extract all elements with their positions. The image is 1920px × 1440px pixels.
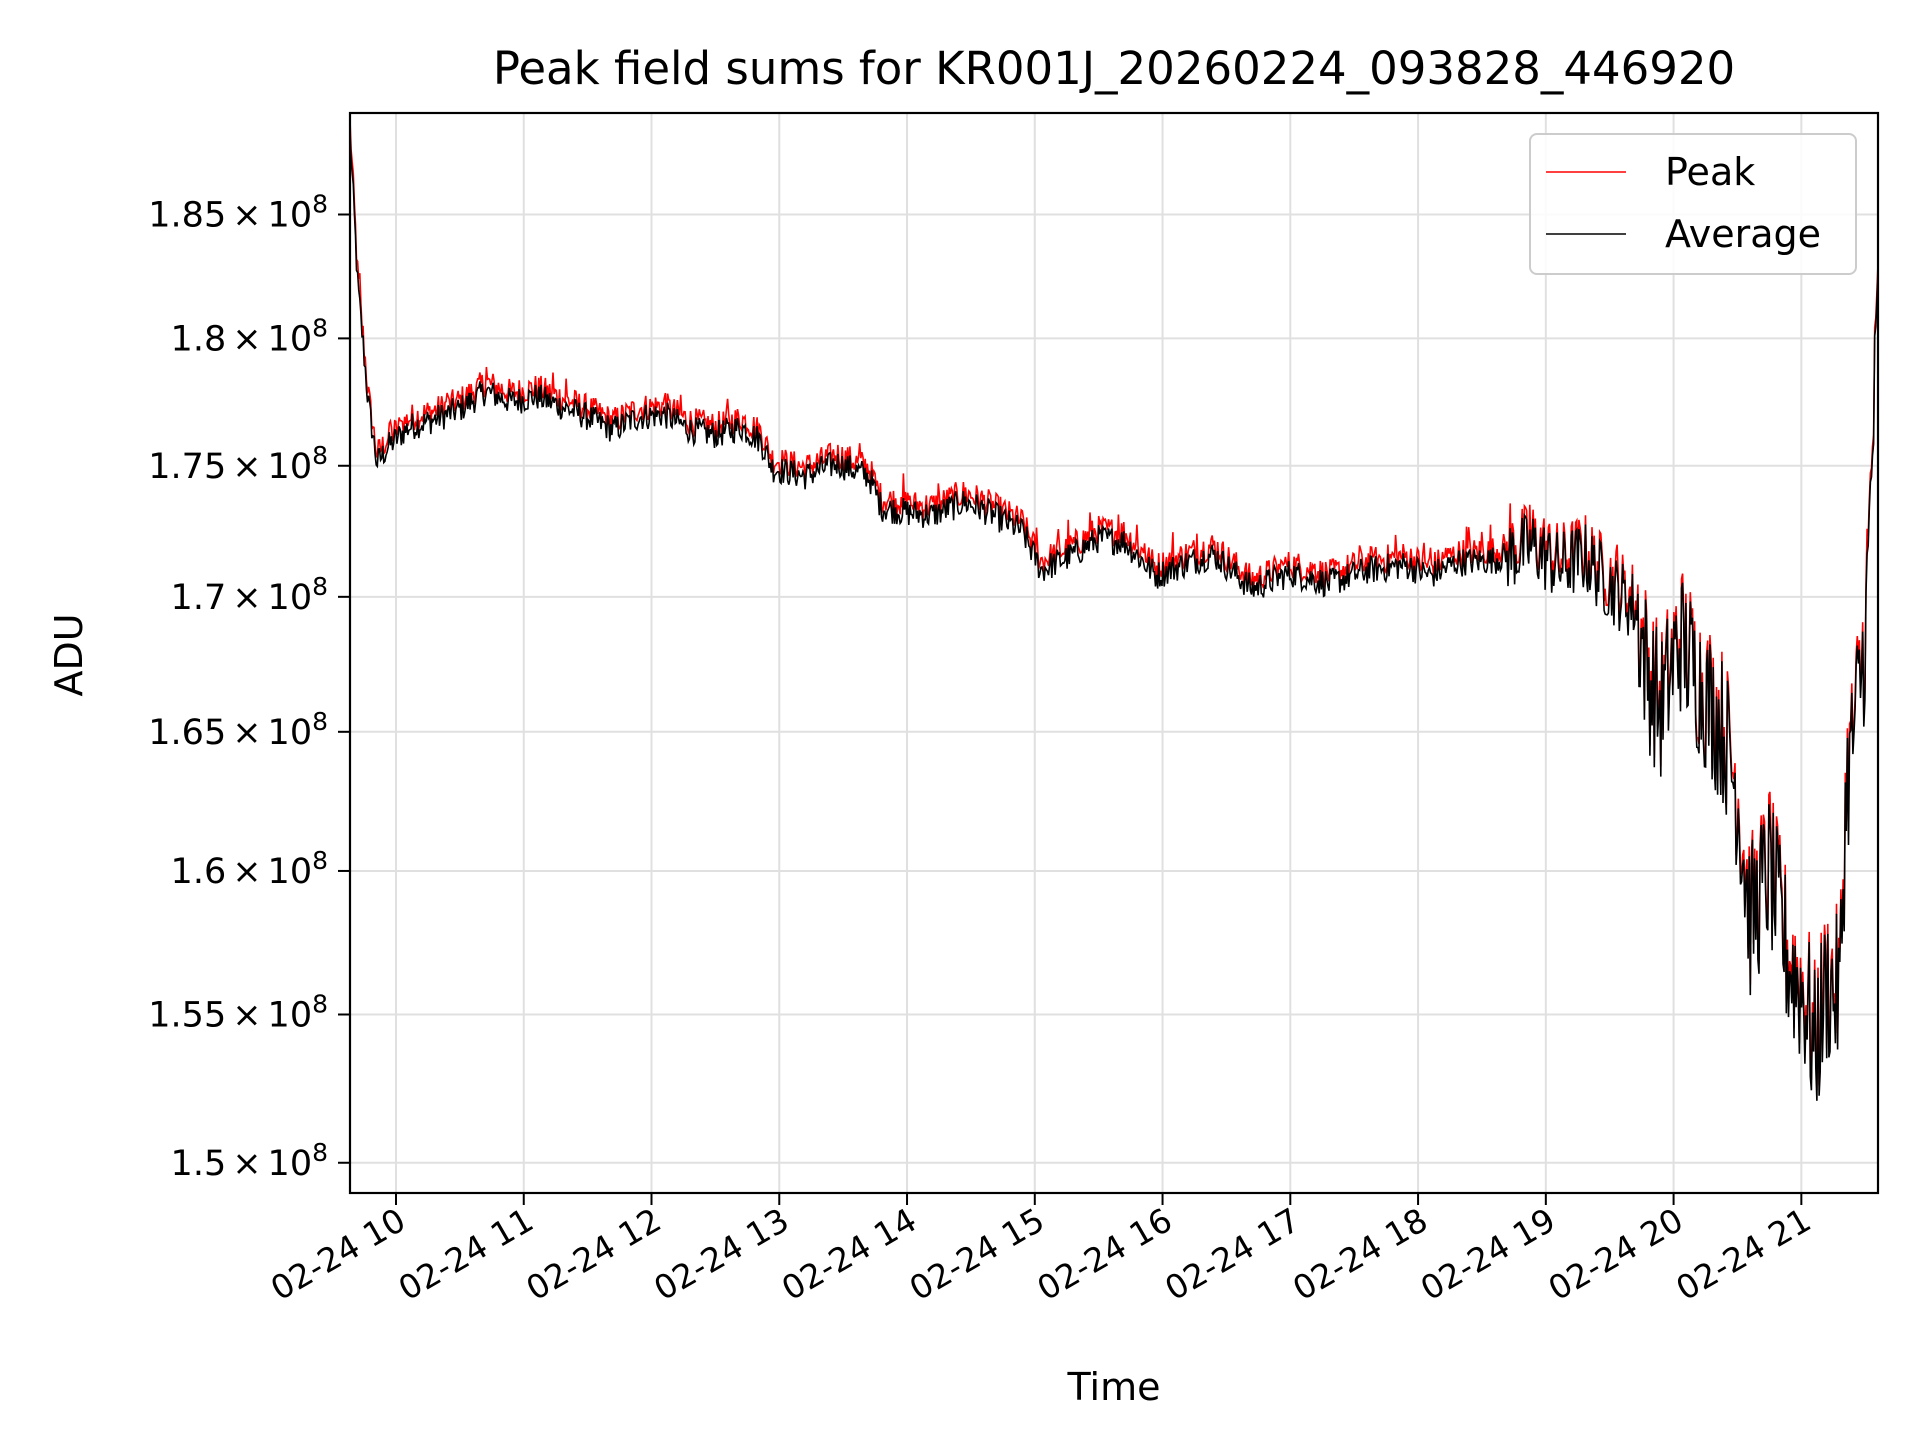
y-tick-label: 1.7 × 108 [171, 572, 328, 618]
x-axis-label: Time [1067, 1365, 1161, 1409]
series-line-average [350, 130, 1878, 1101]
y-tick-label: 1.8 × 108 [171, 313, 328, 359]
y-tick-label: 1.85 × 108 [148, 190, 328, 236]
chart-title: Peak field sums for KR001J_20260224_0938… [493, 42, 1735, 95]
y-tick-label: 1.55 × 108 [148, 989, 328, 1035]
legend-label-peak: Peak [1665, 150, 1755, 194]
legend-box [1529, 133, 1857, 275]
y-tick-label: 1.65 × 108 [148, 707, 328, 753]
y-tick-label: 1.75 × 108 [148, 441, 328, 487]
y-axis-label: ADU [47, 613, 91, 696]
legend: Peak Average [1529, 133, 1857, 275]
y-tick-label: 1.6 × 108 [171, 846, 328, 892]
series-group [350, 119, 1878, 1101]
legend-label-average: Average [1665, 212, 1821, 256]
y-tick-label: 1.5 × 108 [171, 1138, 328, 1184]
axes-frame [348, 111, 1880, 1195]
y-axis: 1.5 × 108 1.55 × 108 1.6 × 108 1.65 × 108 1.7 × 108 1.7… [148, 190, 350, 1184]
